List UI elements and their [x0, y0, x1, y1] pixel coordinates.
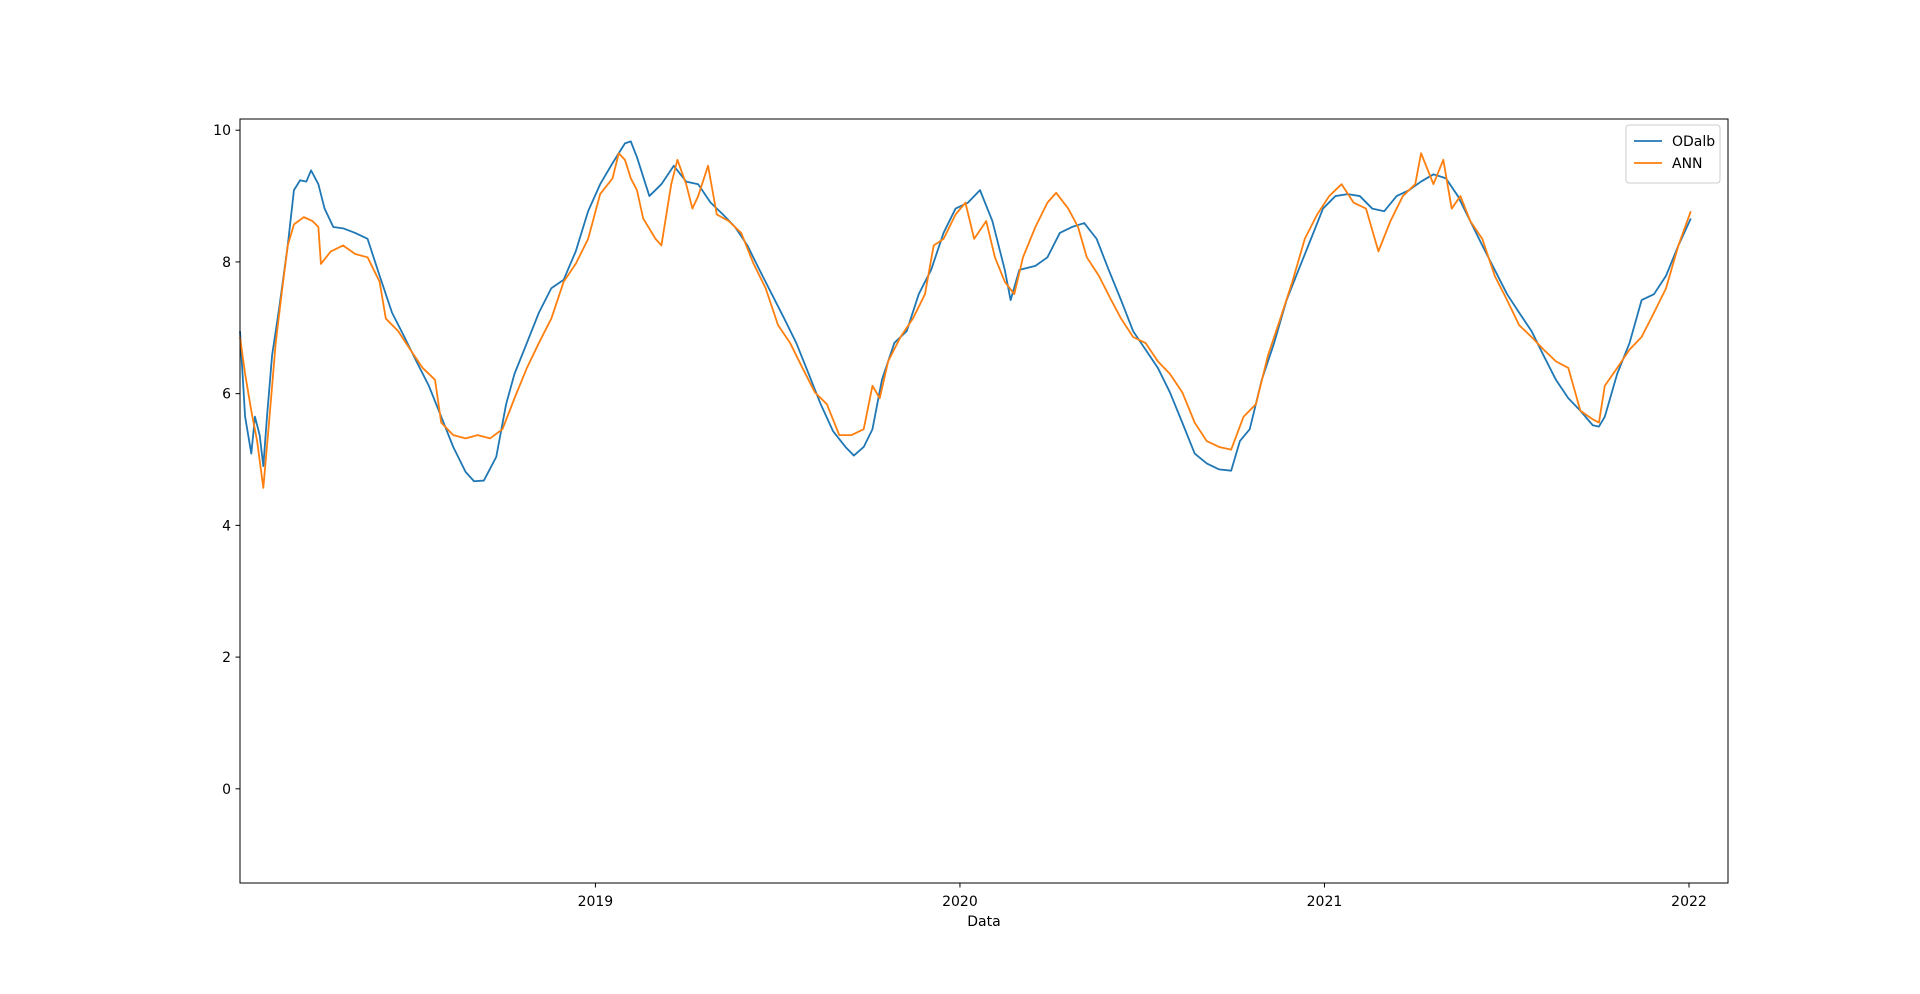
x-tick-label: 2022 — [1671, 894, 1707, 910]
legend-label: ANN — [1672, 156, 1703, 172]
y-tick-label: 8 — [222, 255, 231, 271]
data-line — [239, 152, 1692, 489]
y-tick-label: 10 — [213, 123, 231, 139]
legend-box — [1625, 124, 1721, 184]
y-tick-label: 2 — [222, 650, 231, 666]
data-line — [239, 140, 1692, 483]
x-tick-label: 2020 — [942, 894, 978, 910]
x-tick-label: 2021 — [1307, 894, 1343, 910]
y-tick-label: 4 — [222, 518, 231, 534]
x-axis-label: Data — [967, 914, 1000, 930]
y-tick-label: 6 — [222, 387, 231, 403]
plot-frame — [239, 118, 1729, 884]
y-tick-label: 0 — [222, 782, 231, 798]
x-tick-label: 2019 — [578, 894, 614, 910]
legend-label: ODalb — [1672, 134, 1715, 150]
